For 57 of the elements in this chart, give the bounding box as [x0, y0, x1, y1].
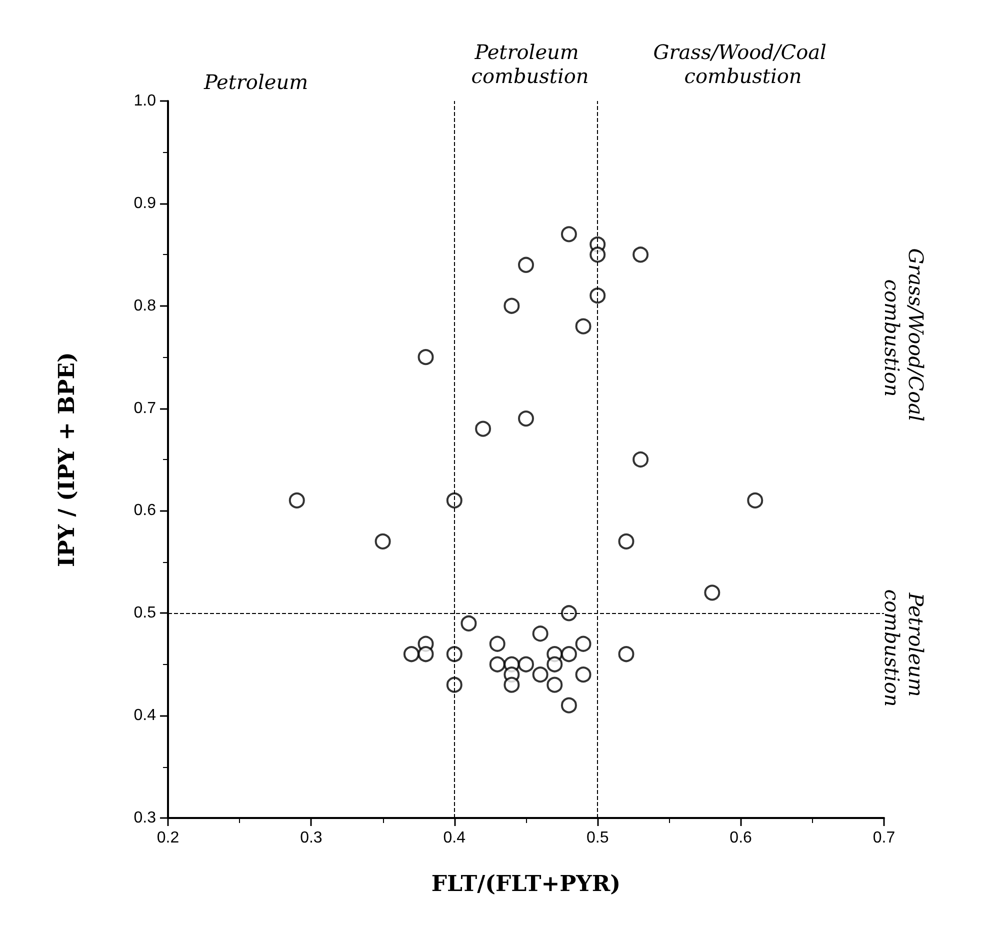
annotation: Grass/Wood/Coal combustion [880, 248, 928, 428]
y-tick-label: 0.5 [134, 604, 156, 622]
text: Petroleum [202, 70, 308, 94]
point [747, 492, 764, 508]
x-tick-label: 0.7 [872, 830, 896, 846]
point [446, 676, 462, 693]
x-tick-label: 0.2 [156, 830, 180, 846]
point [446, 646, 462, 662]
y-axis-title: IPY / (IPY + BPE) [54, 352, 80, 567]
point [575, 666, 592, 683]
point [575, 318, 592, 334]
y-tick-label: 0.4 [134, 707, 156, 724]
y-tick-label: 0.9 [134, 194, 156, 212]
point [632, 452, 649, 468]
point [288, 492, 305, 508]
point [418, 646, 434, 662]
point [504, 676, 520, 693]
point [590, 288, 606, 304]
point [590, 246, 606, 263]
point [475, 420, 492, 437]
point [618, 533, 634, 550]
y-tick-label: 0.7 [134, 400, 156, 417]
y-tick-label: 0.6 [134, 502, 156, 520]
point [618, 646, 634, 662]
point [560, 697, 577, 714]
point [532, 626, 548, 642]
point [374, 533, 391, 550]
text: Petroleum combustion [471, 40, 589, 88]
y-tick-label: 0.3 [134, 810, 156, 826]
x-tick-label: 0.4 [443, 830, 466, 846]
point [504, 298, 520, 314]
point [546, 676, 563, 693]
x-tick-label: 0.3 [300, 830, 322, 846]
point [489, 636, 506, 652]
point [560, 646, 577, 662]
point [546, 656, 563, 672]
y-tick-label: 1.0 [134, 92, 156, 110]
point [403, 646, 420, 662]
point [704, 584, 720, 601]
annotation: Petroleum combustion [880, 589, 928, 707]
point [518, 256, 534, 273]
text: Grass/Wood/Coal combustion [653, 40, 833, 88]
point [575, 636, 592, 652]
point [446, 492, 462, 508]
point [560, 226, 577, 242]
point [632, 246, 649, 263]
x-tick-label: 0.5 [586, 830, 609, 846]
x-tick-label: 0.6 [730, 830, 752, 846]
point [560, 605, 577, 622]
point [532, 666, 548, 683]
point [489, 656, 506, 672]
point [518, 656, 534, 672]
point [518, 410, 534, 427]
point [418, 349, 434, 366]
y-tick-label: 0.8 [134, 297, 156, 314]
point [460, 615, 477, 632]
x-axis-title: FLT/(FLT+PYR) [431, 871, 621, 897]
